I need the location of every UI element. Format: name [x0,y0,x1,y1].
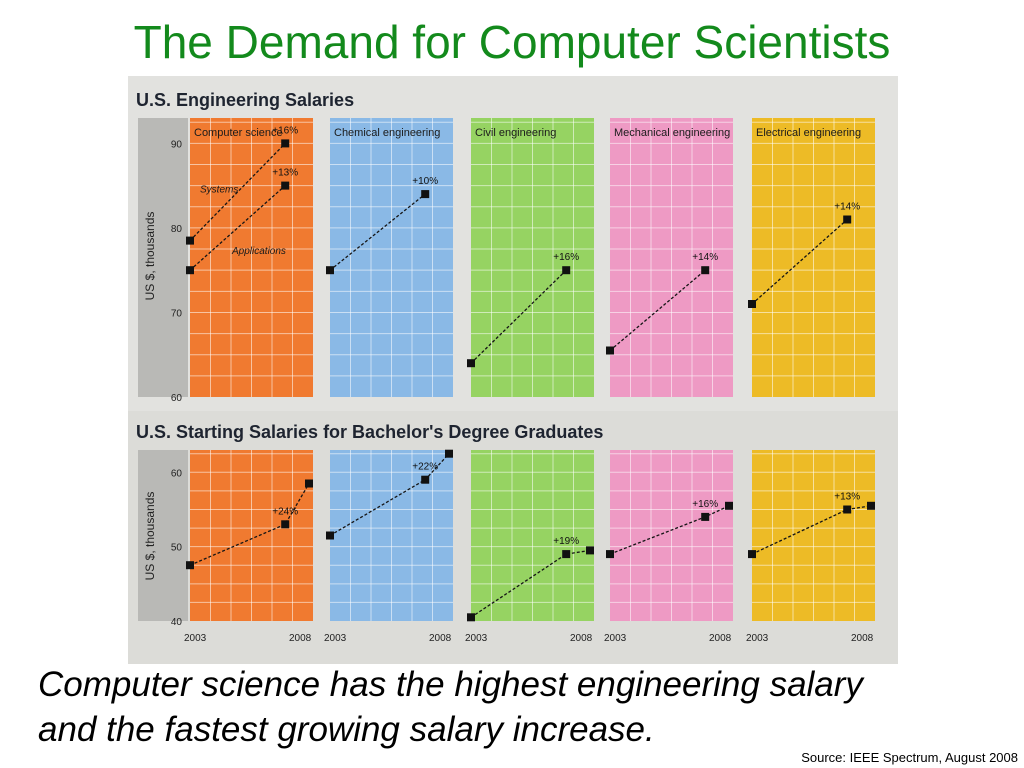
data-point [281,181,290,190]
data-point [843,215,852,224]
data-point [606,346,614,355]
panel-label: Chemical engineering [334,127,440,139]
series-line [189,483,310,566]
y-tick-label: 40 [171,617,183,628]
data-point [562,550,571,559]
data-point [421,190,430,199]
section-title: U.S. Starting Salaries for Bachelor's De… [136,422,603,442]
series-line [470,549,591,618]
x-tick-label: 2003 [184,633,207,644]
section-title: U.S. Engineering Salaries [136,90,354,110]
data-point [186,266,194,275]
series-line [189,142,286,242]
panel-electrical-engineering: +13% [748,450,875,621]
change-label: +16% [692,499,718,510]
y-tick-label: 90 [171,139,183,150]
data-point [421,475,430,484]
series-line [189,185,286,271]
data-point [606,550,614,559]
y-axis-title: US $, thousands [143,492,157,581]
y-tick-label: 60 [171,393,183,404]
panel-mechanical-engineering: Mechanical engineering +14% [606,118,733,397]
y-tick-label: 50 [171,543,183,554]
data-point [867,501,875,510]
change-label: +22% [412,462,438,473]
y-axis-band [138,118,188,397]
change-label: +16% [553,252,579,263]
panel-computer-science: Computer science+16% Systems +13% Applicati… [186,118,313,397]
panel-chemical-engineering: +22% [326,449,453,621]
x-tick-label: 2003 [746,633,769,644]
series-line [329,193,426,271]
data-point [725,501,733,510]
panel-electrical-engineering: Electrical engineering +14% [748,118,875,397]
salary-figure: U.S. Engineering Salaries 60 70 80 90 US $, t… [128,76,898,664]
panel-label: Mechanical engineering [614,127,730,139]
panel-civil-engineering: +19% [467,450,594,622]
y-axis-band [138,450,188,621]
series-label: Systems [200,185,238,196]
change-label: +24% [272,506,298,517]
data-point [186,561,194,570]
data-point [701,512,710,521]
caption-line-1: Computer science has the highest enginee… [38,665,863,704]
x-tick-label: 2003 [465,633,488,644]
data-point [281,520,290,529]
caption-line-2: and the fastest growing salary increase. [38,710,655,749]
chart-section-2: U.S. Starting Salaries for Bachelor's De… [136,422,875,644]
panel-civil-engineering: Civil engineering +16% [467,118,594,397]
data-point [748,300,756,308]
panel-computer-science: +24% [186,450,313,621]
x-tick-label: 2008 [851,633,874,644]
change-label: +13% [272,168,298,179]
data-point [326,266,334,275]
data-point [586,546,594,555]
y-tick-label: 60 [171,468,183,479]
data-point [186,236,194,245]
data-point [467,613,475,622]
data-point [748,550,756,559]
chart-section-1: U.S. Engineering Salaries 60 70 80 90 US $, t… [136,90,875,404]
x-tick-label: 2003 [604,633,627,644]
x-tick-label: 2008 [709,633,732,644]
change-label: +14% [834,201,860,212]
change-label: +19% [553,536,579,547]
panel-label: Computer science [194,127,283,139]
change-label: +14% [692,252,718,263]
y-tick-label: 80 [171,224,183,235]
y-tick-label: 70 [171,308,183,319]
x-tick-label: 2008 [570,633,593,644]
change-label: +13% [834,491,860,502]
data-point [562,266,571,275]
data-point [843,505,852,514]
series-line [609,269,706,351]
series-label: Applications [231,246,286,257]
panel-chemical-engineering: Chemical engineering +10% [326,118,453,397]
x-tick-label: 2003 [324,633,347,644]
panel-label: Civil engineering [475,127,556,139]
change-label: +16% [272,125,298,136]
y-axis-title: US $, thousands [143,212,157,301]
series-line [470,269,567,364]
x-tick-label: 2008 [289,633,312,644]
data-point [445,449,453,458]
x-tick-label: 2008 [429,633,452,644]
series-line [751,219,848,305]
data-point [467,359,475,368]
salary-charts: U.S. Engineering Salaries 60 70 80 90 US $, t… [128,76,898,664]
panel-label: Electrical engineering [756,127,861,139]
change-label: +10% [412,176,438,187]
panel-mechanical-engineering: +16% [606,450,733,621]
slide-title: The Demand for Computer Scientists [133,16,891,68]
data-point [305,479,313,488]
source-note: Source: IEEE Spectrum, August 2008 [801,750,1018,765]
data-point [701,266,710,275]
data-point [326,531,334,540]
data-point [281,139,290,148]
caption: Computer science has the highest enginee… [38,662,998,752]
